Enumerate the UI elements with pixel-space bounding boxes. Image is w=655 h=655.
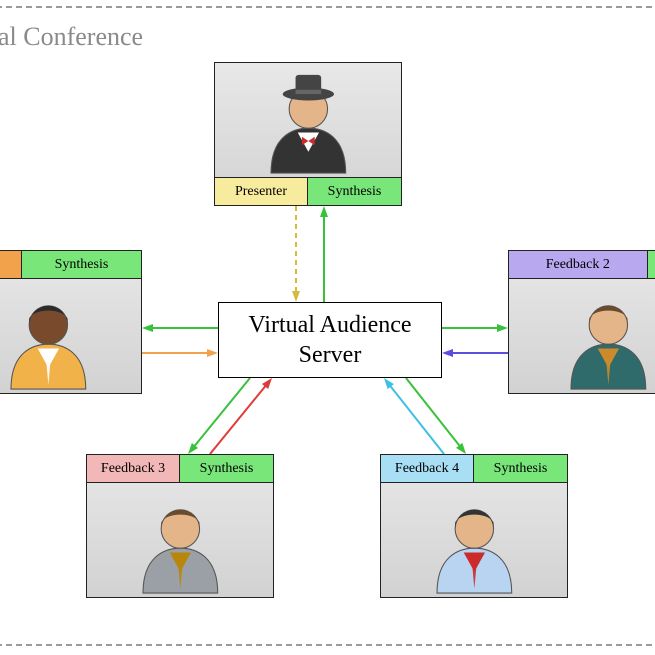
node-fb1: k 1Synthesis [0, 250, 142, 394]
node-label-1: Presenter [215, 178, 308, 205]
node-label-synthesis: Sy [648, 251, 655, 278]
node-labels: Feedback 3Synthesis [87, 455, 273, 483]
node-label-1: k 1 [0, 251, 22, 278]
avatar-icon [555, 280, 655, 391]
virtual-audience-server: Virtual AudienceServer [218, 302, 442, 378]
avatar-icon [255, 64, 362, 175]
node-labels: Feedback 4Synthesis [381, 455, 567, 483]
node-label-1: Feedback 3 [87, 455, 180, 482]
node-label-1: Feedback 2 [509, 251, 648, 278]
node-label-synthesis: Synthesis [474, 455, 567, 482]
node-labels: Feedback 2Sy [509, 251, 655, 279]
node-avatar [0, 279, 141, 393]
avatar-icon [0, 280, 101, 391]
node-presenter: PresenterSynthesis [214, 62, 402, 206]
node-label-synthesis: Synthesis [180, 455, 273, 482]
server-title-line2: Server [299, 340, 362, 370]
server-title-line1: Virtual Audience [248, 310, 411, 340]
node-avatar [87, 483, 273, 597]
avatar-icon [421, 484, 528, 595]
diagram-root: al Conference Virtual AudienceServer Prese… [0, 0, 655, 655]
node-label-synthesis: Synthesis [22, 251, 141, 278]
node-label-1: Feedback 4 [381, 455, 474, 482]
conference-title: al Conference [0, 22, 143, 52]
node-labels: PresenterSynthesis [215, 177, 401, 205]
node-fb4: Feedback 4Synthesis [380, 454, 568, 598]
avatar-icon [127, 484, 234, 595]
node-fb2: Feedback 2Sy [508, 250, 655, 394]
node-fb3: Feedback 3Synthesis [86, 454, 274, 598]
node-labels: k 1Synthesis [0, 251, 141, 279]
node-avatar [509, 279, 655, 393]
node-avatar [381, 483, 567, 597]
node-label-synthesis: Synthesis [308, 178, 401, 205]
node-avatar [215, 63, 401, 177]
